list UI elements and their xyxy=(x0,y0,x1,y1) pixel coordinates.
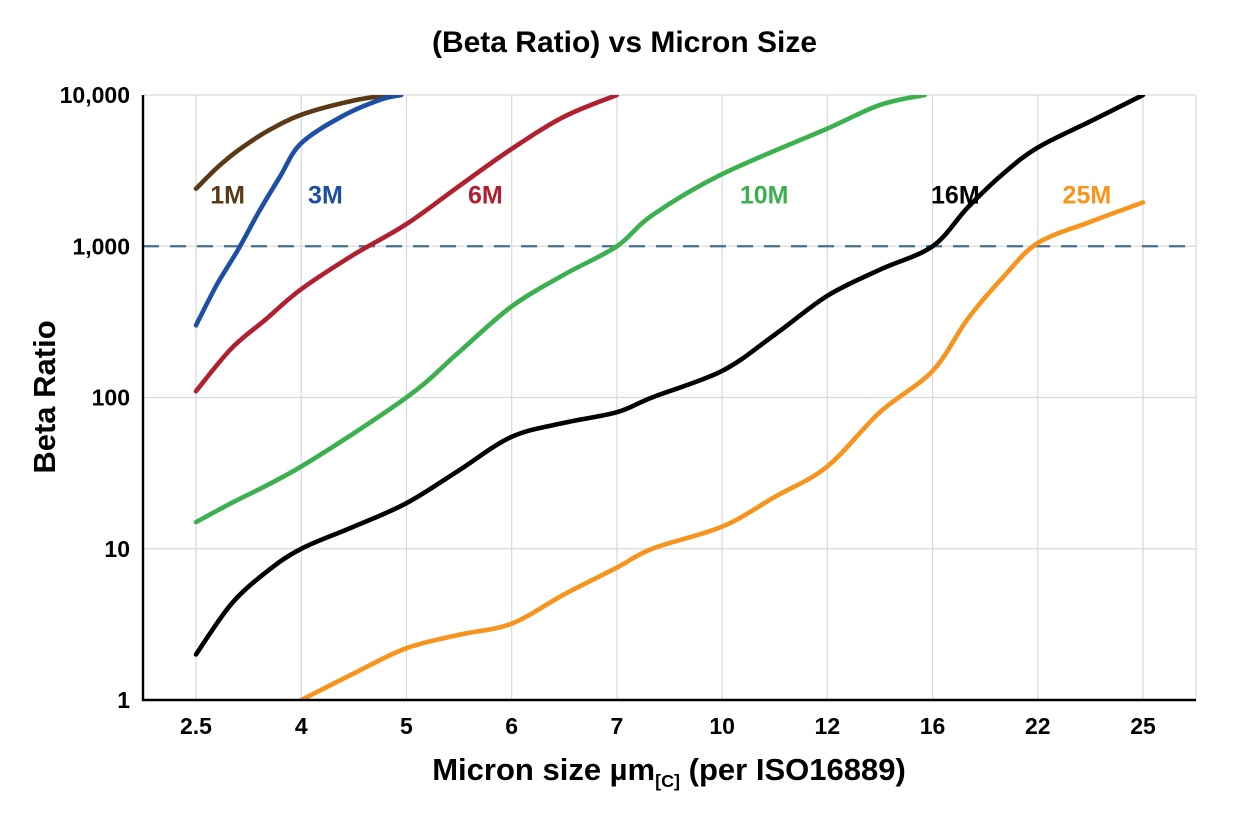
x-tick-label-2.5: 2.5 xyxy=(180,713,212,739)
series-label-6M: 6M xyxy=(468,181,503,209)
x-axis-title-main: Micron size µm xyxy=(432,752,656,787)
series-label-1M: 1M xyxy=(210,181,245,209)
y-tick-label-10: 10 xyxy=(104,536,130,562)
x-tick-label-22: 22 xyxy=(1025,713,1051,739)
series-label-3M: 3M xyxy=(308,181,343,209)
y-tick-label-10,000: 10,000 xyxy=(60,82,130,108)
x-tick-label-12: 12 xyxy=(815,713,841,739)
series-line-3M xyxy=(193,95,404,328)
y-tick-label-1: 1 xyxy=(117,687,130,713)
x-tick-label-4: 4 xyxy=(295,713,308,739)
x-tick-label-25: 25 xyxy=(1130,713,1156,739)
series-label-10M: 10M xyxy=(740,181,789,209)
series-line-16M xyxy=(193,95,1146,657)
x-axis-title-suffix: (per ISO16889) xyxy=(680,752,906,787)
x-axis-title-subscript: [C] xyxy=(655,771,681,792)
chart-title: (Beta Ratio) vs Micron Size xyxy=(431,26,818,59)
series-line-25M xyxy=(298,200,1146,700)
x-tick-label-6: 6 xyxy=(505,713,518,739)
y-tick-label-1,000: 1,000 xyxy=(72,233,130,259)
x-tick-label-5: 5 xyxy=(400,713,413,739)
x-tick-label-7: 7 xyxy=(610,713,623,739)
series-line-1M xyxy=(193,95,393,191)
series-line-6M xyxy=(193,95,620,394)
x-tick-label-10: 10 xyxy=(709,713,735,739)
x-axis-title: Micron size µm[C] (per ISO16889) xyxy=(432,752,906,792)
y-tick-label-100: 100 xyxy=(92,385,130,411)
x-tick-label-16: 16 xyxy=(920,713,946,739)
series-line-10M xyxy=(193,95,927,525)
series-label-25M: 25M xyxy=(1063,181,1112,209)
series-label-16M: 16M xyxy=(931,181,980,209)
